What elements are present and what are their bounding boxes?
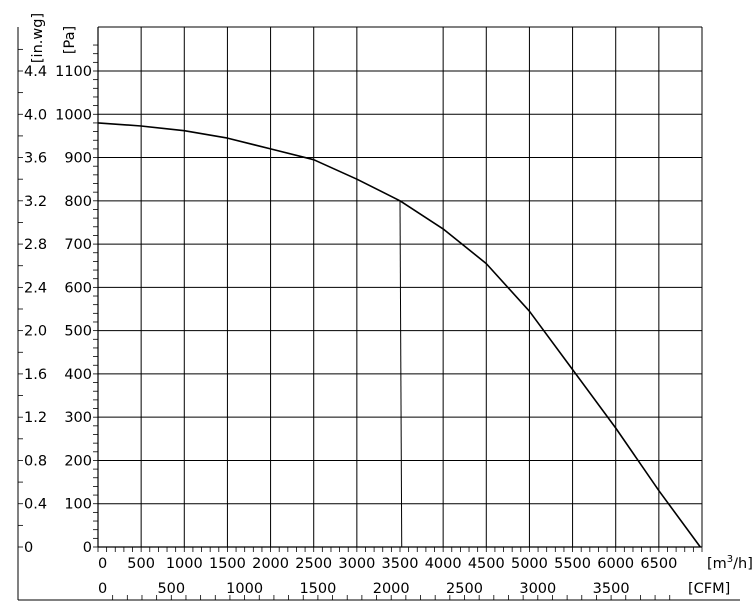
x-axis-unit-sup: 3 <box>727 554 733 565</box>
x-axis-unit-m3h: [m3/h] <box>707 554 753 572</box>
x-tick-label: 3500 <box>382 556 419 572</box>
x2-tick-label: 2000 <box>373 581 410 597</box>
y-tick-label: 1000 <box>55 107 92 123</box>
grid-lines <box>98 27 703 547</box>
x-tick-label: 4500 <box>468 556 505 572</box>
y-tick-label: 100 <box>64 497 92 513</box>
x-tick-label: 6000 <box>597 556 634 572</box>
x2-axis-unit-cfm: [CFM] <box>688 581 730 597</box>
y-tick-label: 1100 <box>55 64 92 80</box>
x-tick-label: 2500 <box>295 556 332 572</box>
x2-tick-label: 3500 <box>593 581 630 597</box>
y-tick-label: 0 <box>83 540 92 556</box>
x-tick-label: 3000 <box>338 556 375 572</box>
x-tick-label: 500 <box>127 556 155 572</box>
y2-tick-label: 3.2 <box>24 194 47 210</box>
y-tick-label: 600 <box>64 280 92 296</box>
x-tick-label: 2000 <box>252 556 289 572</box>
x-tick-label: 5000 <box>511 556 548 572</box>
axes <box>17 26 740 601</box>
y-tick-label: 400 <box>64 367 92 383</box>
y-tick-label: 900 <box>64 151 92 167</box>
x-tick-label: 1500 <box>209 556 246 572</box>
x2-tick-labels: 0 500 1000 1500 2000 2500 3000 3500 <box>98 581 630 597</box>
x-axis-unit-tail: /h] <box>733 556 753 572</box>
x-tick-label: 5500 <box>554 556 591 572</box>
x-axis-unit-base: [m <box>707 556 727 572</box>
y2-tick-label: 3.6 <box>24 151 47 167</box>
x-tick-label: 4000 <box>425 556 462 572</box>
y2-tick-label: 0.8 <box>24 453 47 469</box>
y2-tick-label: 0.4 <box>24 497 47 513</box>
y-axis-unit-pa: [Pa] <box>62 26 78 54</box>
y2-tick-label: 4.4 <box>24 64 47 80</box>
x2-tick-label: 0 <box>98 581 107 597</box>
x-tick-label: 0 <box>98 556 107 572</box>
y2-axis-unit-inwg: [in.wg] <box>30 13 46 63</box>
x-tick-label: 6500 <box>640 556 677 572</box>
x2-tick-label: 1000 <box>226 581 263 597</box>
y-tick-label: 200 <box>64 453 92 469</box>
series-layer <box>97 122 701 548</box>
y2-tick-labels: 0 0.4 0.8 1.2 1.6 2.0 2.4 2.8 3.2 3.6 4.0 4.4 <box>24 64 47 556</box>
y2-tick-label: 1.6 <box>24 367 47 383</box>
x2-tick-label: 2500 <box>446 581 483 597</box>
y-tick-label: 700 <box>64 237 92 253</box>
minor-ticks <box>18 44 703 600</box>
y2-tick-label: 1.2 <box>24 410 47 426</box>
x-tick-labels: 0 500 1000 1500 2000 2500 3000 3500 4000 4500 5000… <box>98 556 677 572</box>
y-tick-label: 800 <box>64 194 92 210</box>
y-tick-label: 300 <box>64 410 92 426</box>
operating-limit-line <box>399 200 403 548</box>
y-tick-labels: 0 100 200 300 400 500 600 700 800 900 1000 1100 <box>55 64 92 556</box>
x2-tick-label: 500 <box>157 581 185 597</box>
x2-tick-label: 3000 <box>519 581 556 597</box>
x-tick-label: 1000 <box>166 556 203 572</box>
performance-curve <box>97 122 701 548</box>
y2-tick-label: 2.4 <box>24 280 47 296</box>
y2-tick-label: 4.0 <box>24 107 47 123</box>
y2-tick-label: 2.8 <box>24 237 47 253</box>
x2-tick-label: 1500 <box>299 581 336 597</box>
y2-tick-label: 2.0 <box>24 324 47 340</box>
y2-tick-label: 0 <box>24 540 33 556</box>
y-tick-label: 500 <box>64 324 92 340</box>
